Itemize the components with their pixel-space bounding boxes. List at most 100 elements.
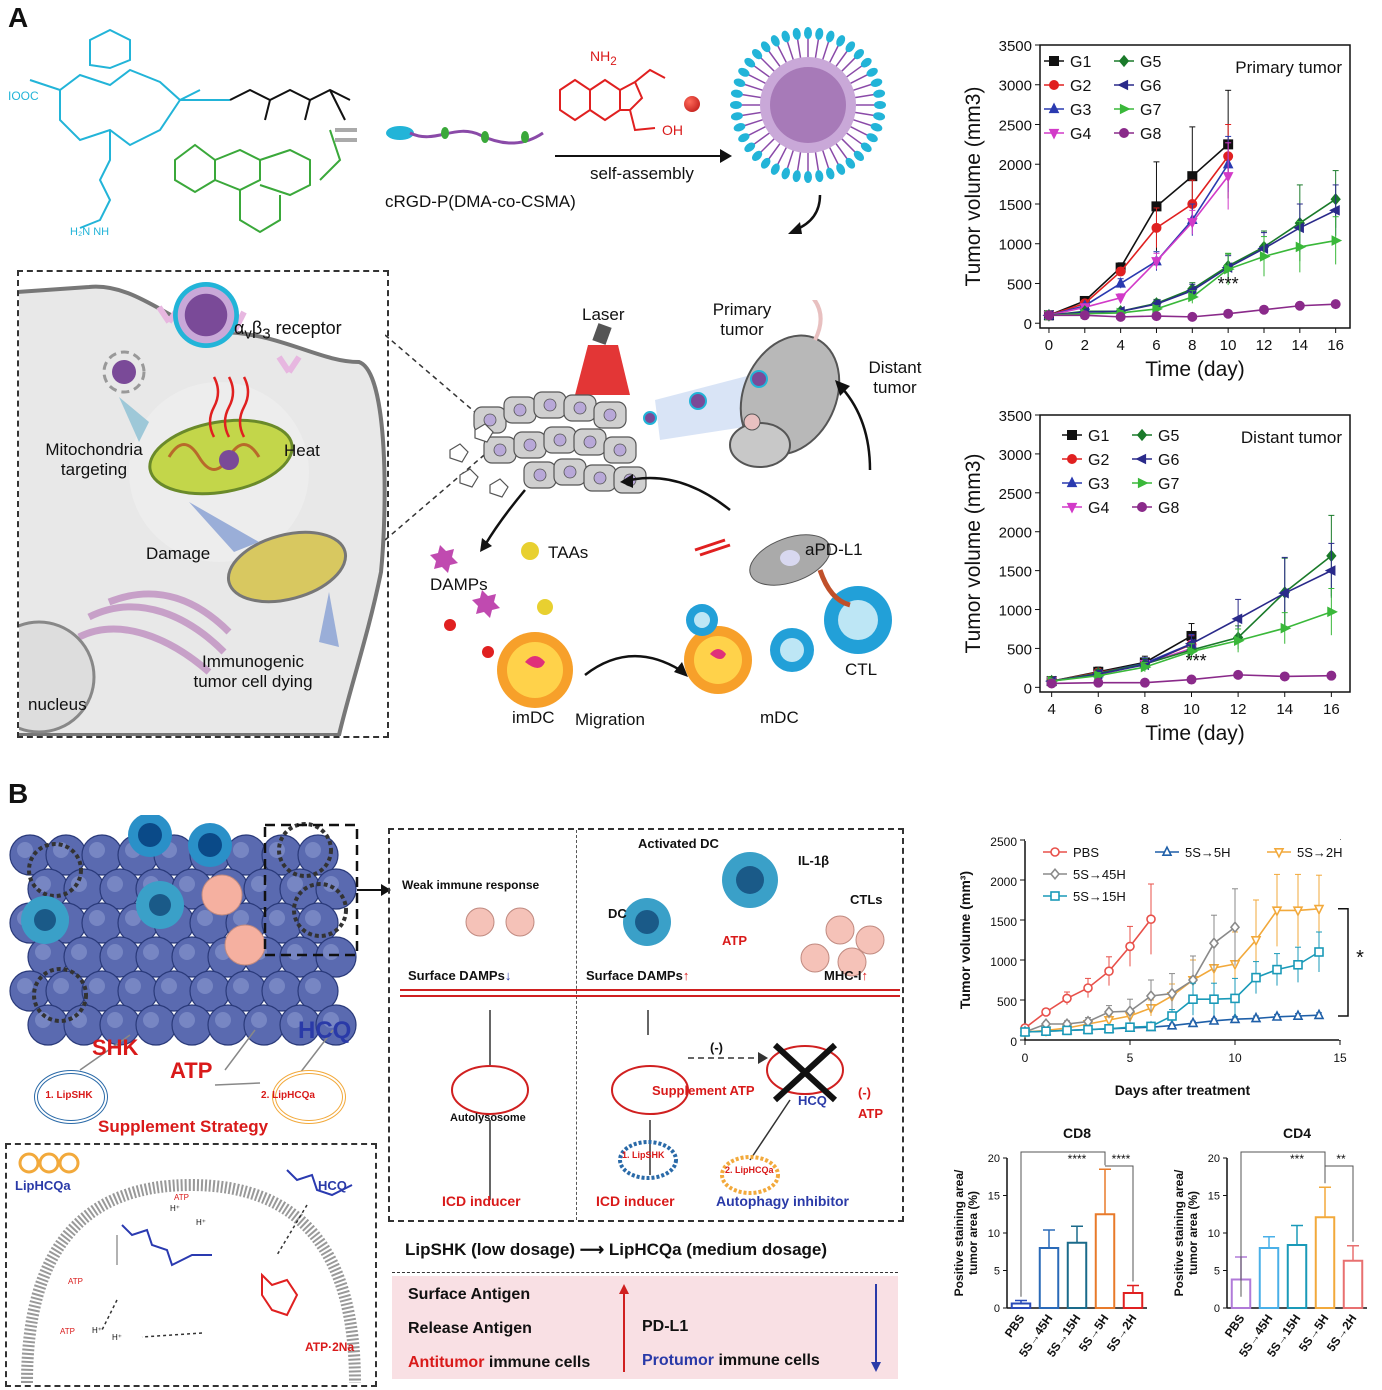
- cd8-bar-chart: 0 5 10 15 20 CD8 Positive staining area/tumor …: [952, 1125, 1147, 1360]
- polymer-label-text: cRGD-P(DMA-co-CSMA): [385, 192, 576, 211]
- immune-cell-nucleus: [138, 823, 162, 847]
- x-axis-label: Days after treatment: [1115, 1082, 1251, 1098]
- legend-label: PBS: [1073, 845, 1099, 860]
- tumor-cell-highlight: [179, 1012, 195, 1028]
- minus-label-1: (-): [710, 1040, 723, 1055]
- micelle-head: [873, 112, 886, 121]
- tumor-cell-nucleus: [593, 471, 607, 485]
- polymer-chemical-structure: IOOC H₂N NH: [8, 28, 351, 238]
- atp-in-liposome-2-text: ATP: [68, 1277, 83, 1286]
- micelle-head: [860, 142, 872, 153]
- atp-top-label: ATP: [722, 933, 747, 948]
- up-arrow-icon-2: ↑: [861, 968, 869, 983]
- legend-entry-G4: G4: [1044, 126, 1091, 143]
- lipshk-mech-text: 1. LipSHK: [622, 1150, 665, 1160]
- liphcqa-text: 2. LipHCQa: [261, 1090, 315, 1101]
- dying-cell-outline: [32, 967, 88, 1023]
- legend-label: G7: [1140, 102, 1161, 119]
- data-point: [1083, 983, 1093, 993]
- data-point: [1279, 671, 1290, 682]
- micelle-head: [804, 171, 812, 183]
- panel-letter-b: B: [8, 778, 29, 809]
- micelle-head: [730, 101, 742, 109]
- equals-sign-bottom: [335, 138, 357, 142]
- legend-marker: [1119, 103, 1131, 115]
- y-tick-label: 2000: [999, 525, 1032, 542]
- data-point: [1140, 661, 1152, 673]
- micelle-head: [860, 57, 872, 68]
- surface-damps-weak-text: Surface DAMPs: [408, 968, 505, 983]
- data-point: [1250, 1011, 1262, 1023]
- significance-label-1: ****: [1068, 1152, 1087, 1166]
- data-point: [1043, 310, 1054, 321]
- significance-bracket-1: [1020, 1151, 1106, 1297]
- legend-label: G6: [1158, 452, 1179, 469]
- mhc1-label: MHC-I↑: [824, 968, 868, 983]
- cell-illustration: [0, 284, 387, 737]
- protumor-text: Protumor: [642, 1352, 714, 1369]
- x-tick-label: 10: [1183, 701, 1200, 718]
- legend-label: G4: [1088, 500, 1109, 517]
- legend-entry: PBS: [1043, 845, 1099, 860]
- atp-text: ATP: [170, 1058, 213, 1083]
- data-point: [1166, 1019, 1178, 1030]
- up-arrow-icon: ↑: [682, 968, 690, 983]
- tumor-cell-highlight: [125, 978, 141, 994]
- micelle-head: [751, 48, 763, 60]
- icd-label: Immunogenic tumor cell dying: [173, 652, 333, 692]
- dead-cell-fragment: [449, 443, 469, 463]
- zoom-arrow: [357, 884, 391, 896]
- significance-bracket-1: [1240, 1151, 1326, 1297]
- y-tick-label: 15: [988, 1191, 1000, 1203]
- micelle-head: [836, 35, 846, 47]
- data-point: [1188, 994, 1198, 1004]
- legend-entry-G5: G5: [1114, 54, 1161, 71]
- series-line: [1048, 155, 1229, 317]
- nh2-label: NH2: [590, 48, 617, 68]
- legend-marker: [1137, 502, 1147, 512]
- legend-label: G7: [1158, 476, 1179, 493]
- data-point: [1166, 987, 1178, 1000]
- minus-label-2: (-): [858, 1085, 871, 1100]
- category-label: 5S→2H: [1324, 1312, 1360, 1354]
- micelle-head: [826, 30, 835, 43]
- legend-marker: [1118, 54, 1130, 68]
- legend-marker: [1135, 453, 1147, 465]
- tumor-cell-highlight: [305, 978, 321, 994]
- tumor-cell-highlight: [89, 978, 105, 994]
- data-point: [1041, 1026, 1051, 1036]
- tumor-cell-nucleus: [493, 443, 507, 457]
- receptor-suffix: receptor: [270, 318, 342, 338]
- icd-inducer-left-text: ICD inducer: [442, 1193, 521, 1209]
- tumor-cell-nucleus: [483, 413, 497, 427]
- legend-entry: 5S→15H: [1043, 889, 1126, 904]
- cell-detail-box: [0, 270, 389, 738]
- dead-cell-fragment: [459, 468, 479, 488]
- y-tick-label: 0: [1024, 316, 1032, 333]
- micelle-head: [873, 89, 886, 98]
- chart-title: Distant tumor: [1241, 428, 1342, 447]
- tumor-cell-nucleus: [563, 465, 577, 479]
- mechanism-illustration: [400, 852, 900, 1200]
- y-tick-label: 500: [997, 995, 1017, 1009]
- legend-marker: [1119, 128, 1129, 138]
- autophagy-inhibitor-label: Autophagy inhibitor: [716, 1193, 849, 1209]
- data-point: [1209, 994, 1219, 1004]
- micelle-head: [815, 27, 824, 40]
- hplus-3: H⁺: [92, 1326, 102, 1335]
- data-point: [1258, 304, 1269, 315]
- effects-table: Surface Antigen Release Antigen Antitumo…: [392, 1276, 898, 1379]
- data-point: [1125, 941, 1135, 952]
- y-tick-label: 1000: [999, 237, 1032, 254]
- y-tick-label: 3000: [999, 447, 1032, 464]
- legend-label: 5S→15H: [1073, 889, 1126, 904]
- receptor-v: v: [244, 325, 252, 343]
- bar: [1094, 1213, 1116, 1309]
- tumor-cell-highlight: [305, 910, 321, 926]
- micelle-head: [733, 78, 746, 87]
- guanidine-label: H₂N NH: [70, 226, 109, 238]
- liphcqa-detail-label: LipHCQa: [15, 1178, 71, 1193]
- data-point: [1046, 678, 1057, 689]
- hplus-4: H⁺: [112, 1333, 122, 1342]
- series-G8: [1043, 299, 1341, 322]
